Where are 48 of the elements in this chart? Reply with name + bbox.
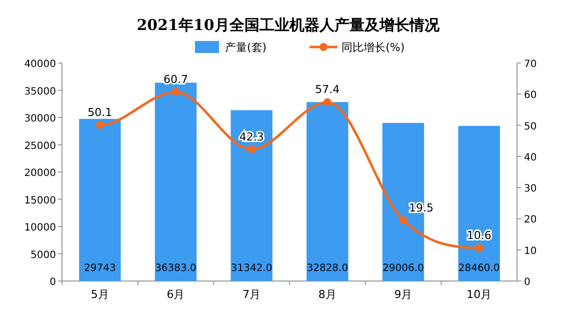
- point: [248, 145, 256, 154]
- data-label: 50.1: [88, 106, 112, 119]
- x-tick-label: 10月: [466, 288, 492, 301]
- data-label: 10.6: [466, 228, 492, 242]
- data-label: 29743: [84, 263, 116, 274]
- y2-tick-label: 40: [524, 152, 537, 164]
- x-tick-label: 9月: [394, 288, 412, 301]
- chart-title: 2021年10月全国工业机器人产量及增长情况: [136, 16, 440, 34]
- x-tick-label: 8月: [318, 288, 336, 301]
- point: [96, 120, 104, 129]
- bar: [154, 82, 197, 281]
- bar: [306, 102, 348, 281]
- x-tick-label: 5月: [90, 288, 109, 301]
- data-label: 31342.0: [230, 263, 272, 274]
- y-tick-label: 10000: [24, 222, 56, 234]
- legend-label: 同比增长(%): [342, 41, 405, 54]
- y-tick-label: 40000: [24, 59, 56, 70]
- y2-tick-label: 20: [524, 214, 537, 226]
- data-label: 28460.0: [458, 263, 500, 274]
- data-label: 36383.0: [155, 263, 196, 274]
- bar: [458, 126, 500, 281]
- y-tick-label: 35000: [24, 86, 56, 98]
- point: [172, 88, 180, 96]
- data-label: 32828.0: [306, 263, 348, 274]
- bar: [230, 110, 272, 281]
- data-label: 60.7: [164, 72, 188, 86]
- data-label: 42.3: [239, 130, 264, 144]
- point: [475, 244, 484, 252]
- y2-tick-label: 10: [524, 246, 537, 257]
- y2-tick-label: 70: [524, 59, 537, 70]
- y2-tick-label: 30: [524, 184, 537, 195]
- point: [323, 98, 332, 106]
- y-tick-label: 30000: [24, 114, 56, 124]
- x-tick-label: 6月: [166, 288, 185, 301]
- data-label: 57.4: [315, 83, 340, 96]
- y-tick-label: 15000: [24, 195, 56, 206]
- point: [399, 216, 408, 224]
- y2-tick-label: 60: [524, 90, 537, 102]
- bar: [79, 118, 121, 281]
- x-tick-label: 7月: [242, 288, 261, 301]
- y2-tick-label: 0: [524, 277, 530, 288]
- y-tick-label: 25000: [24, 140, 56, 152]
- y-tick-label: 20000: [24, 168, 56, 179]
- legend-label: 产量(套): [225, 41, 267, 54]
- y-tick-label: 0: [50, 277, 56, 288]
- y-tick-label: 5000: [30, 250, 56, 261]
- y2-tick-label: 50: [524, 121, 537, 132]
- data-label: 29006.0: [382, 263, 424, 274]
